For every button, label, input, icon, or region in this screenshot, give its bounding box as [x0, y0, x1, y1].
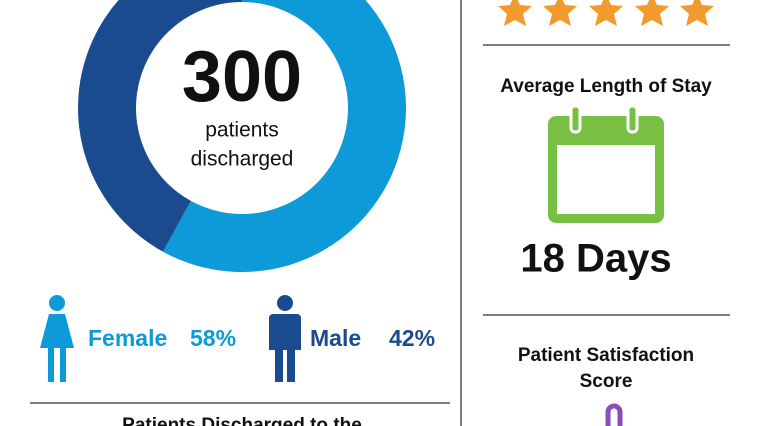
center-label: patients: [205, 119, 279, 142]
section-title: Score: [580, 371, 633, 392]
section-title: Patients Discharged to the: [122, 415, 362, 426]
donut-segment: [78, 0, 242, 252]
female-icon: [40, 295, 74, 382]
value-label: 42%: [389, 325, 435, 351]
legend-label: Male: [310, 325, 361, 351]
rating-stars: [498, 0, 714, 26]
center-label: discharged: [191, 148, 294, 171]
satisfaction-icon: [605, 403, 623, 426]
section-title: Average Length of Stay: [500, 76, 712, 97]
donut-chart: [78, 0, 406, 272]
donut-segment: [162, 0, 406, 272]
calendar-icon: [548, 104, 664, 223]
legend-label: Female: [88, 325, 167, 351]
section-title: Patient Satisfaction: [518, 345, 694, 366]
value-label: 58%: [190, 325, 236, 351]
male-icon: [269, 295, 301, 382]
stay-value: 18 Days: [520, 237, 671, 281]
donut-hole: [136, 2, 348, 214]
center-value: 300: [182, 37, 302, 117]
